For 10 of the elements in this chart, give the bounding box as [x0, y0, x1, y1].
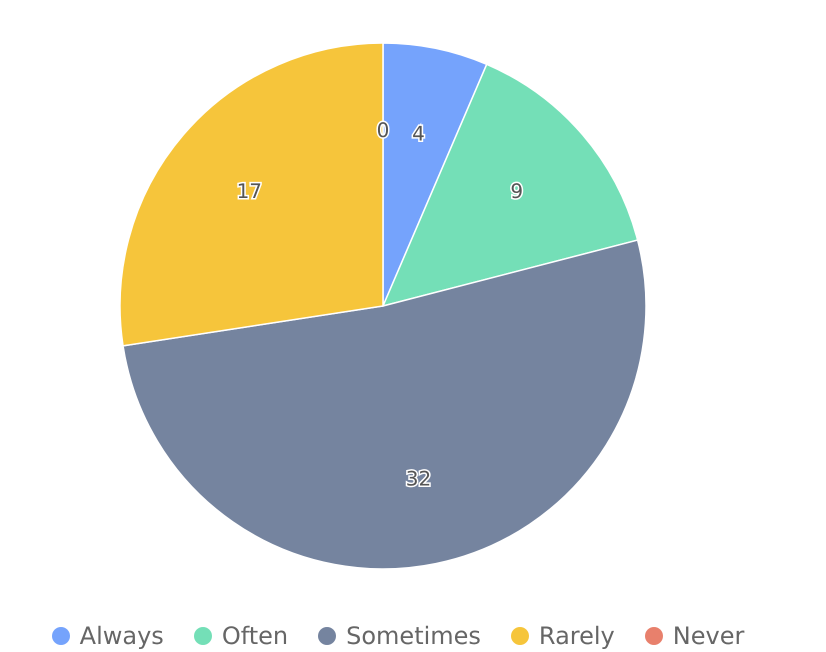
text: 0: [376, 118, 390, 142]
data-label: 17: [236, 179, 262, 204]
legend-label: Sometimes: [346, 622, 481, 650]
data-label: 32: [406, 466, 432, 491]
legend-label: Always: [80, 622, 164, 650]
legend-label: Rarely: [538, 622, 615, 650]
legend-label: Often: [222, 622, 288, 650]
data-label: 9: [510, 179, 524, 204]
legend-label: Never: [672, 622, 744, 650]
data-label: 4: [412, 121, 425, 146]
